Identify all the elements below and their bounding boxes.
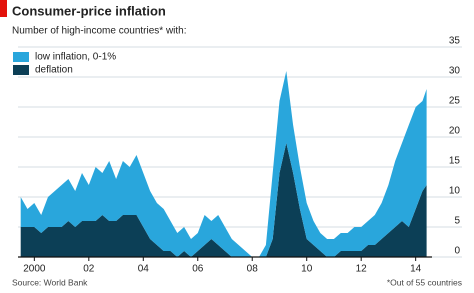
footnote: *Out of 55 countries xyxy=(387,277,462,287)
area xyxy=(20,71,427,257)
y-tick-label: 25 xyxy=(449,96,461,107)
x-tick-label: 14 xyxy=(410,264,422,275)
y-tick-label: 15 xyxy=(449,156,461,167)
source: Source: World Bank xyxy=(12,277,88,287)
y-tick-label: 30 xyxy=(449,66,461,77)
legend-swatch xyxy=(13,65,29,75)
x-tick-label: 10 xyxy=(301,264,313,275)
y-tick-label: 10 xyxy=(449,186,461,197)
y-tick-label: 20 xyxy=(449,126,461,137)
legend-swatch xyxy=(13,52,29,62)
x-tick-label: 04 xyxy=(138,264,150,275)
legend-label: deflation xyxy=(35,65,73,76)
x-tick-label: 12 xyxy=(356,264,368,275)
legend-label: low inflation, 0-1% xyxy=(35,52,116,63)
area xyxy=(20,143,427,257)
y-tick-label: 0 xyxy=(454,246,460,257)
chart-title: Consumer-price inflation xyxy=(12,3,166,18)
x-tick-label: 2000 xyxy=(23,264,46,275)
y-tick-label: 5 xyxy=(454,216,460,227)
y-tick-label: 35 xyxy=(449,36,461,47)
chart-subtitle: Number of high-income countries* with: xyxy=(12,26,187,37)
brand-mark xyxy=(0,0,7,17)
x-tick-label: 08 xyxy=(247,264,259,275)
x-tick-label: 06 xyxy=(192,264,204,275)
x-tick-label: 02 xyxy=(83,264,95,275)
